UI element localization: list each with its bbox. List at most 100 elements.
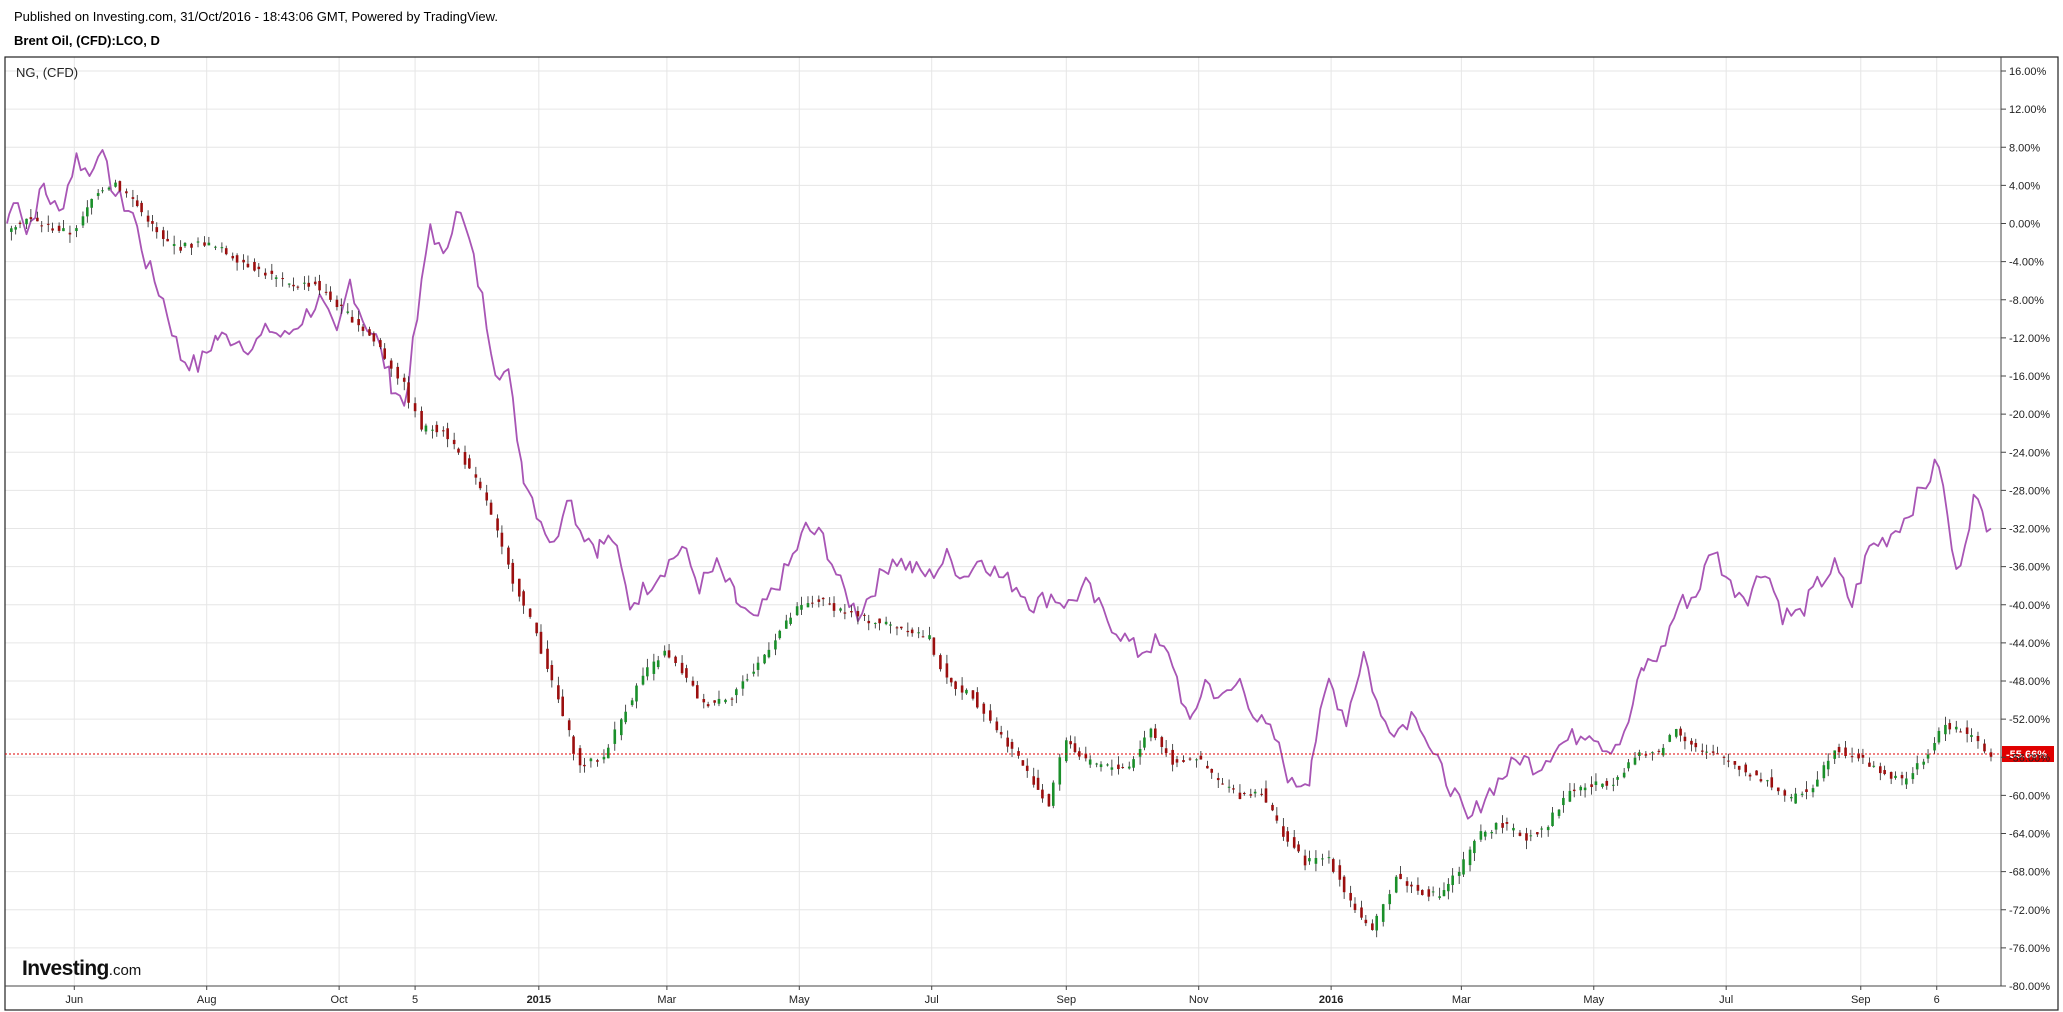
candle-body <box>485 492 489 501</box>
candle-body <box>1078 751 1081 757</box>
candle-body <box>1473 840 1476 854</box>
candle-body <box>939 655 942 670</box>
candle-body <box>1041 789 1044 799</box>
candle-body <box>656 660 660 668</box>
candle-body <box>522 591 525 606</box>
candle-body <box>463 451 467 465</box>
y-tick-label: 12.00% <box>2009 104 2047 116</box>
candle-body <box>999 731 1003 735</box>
candle-body <box>1216 778 1220 781</box>
candle-body <box>910 629 914 634</box>
candle-body <box>832 603 836 611</box>
candle-body <box>1394 876 1398 893</box>
last-price-label: -55.66% <box>2006 749 2047 761</box>
candle-body <box>550 665 554 681</box>
candle-body <box>379 340 382 348</box>
candle-body <box>578 748 582 766</box>
candle-body <box>318 280 321 291</box>
candle-body <box>231 255 235 259</box>
candle-body <box>867 620 871 624</box>
candle-body <box>1271 804 1274 811</box>
candle-body <box>1683 736 1687 742</box>
candle-body <box>1321 858 1324 860</box>
candle-body <box>695 685 699 699</box>
candle-body <box>1594 781 1598 786</box>
candle-body <box>1381 904 1385 922</box>
candle-body <box>1106 764 1109 766</box>
candle-body <box>303 282 306 284</box>
candle-body <box>25 218 28 225</box>
candle-body <box>183 242 187 247</box>
candle-body <box>1622 772 1626 778</box>
candle-body <box>1627 762 1630 769</box>
candle-body <box>1405 881 1409 886</box>
candle-body <box>357 319 360 326</box>
candle-body <box>884 621 888 625</box>
candle-body <box>706 704 710 707</box>
x-tick-label: May <box>1583 994 1604 1006</box>
y-tick-label: -44.00% <box>2009 638 2050 650</box>
candle-body <box>1058 757 1062 785</box>
candle-body <box>1568 790 1572 802</box>
candle-body <box>151 221 154 224</box>
candle-body <box>339 304 343 306</box>
candle-body <box>975 692 979 708</box>
candle-body <box>1883 770 1886 775</box>
candle-body <box>982 703 986 714</box>
candle-body <box>1770 777 1774 788</box>
candle-body <box>674 656 677 663</box>
candle-body <box>1737 765 1741 770</box>
candle-body <box>1766 780 1769 782</box>
investing-logo: Investing.com <box>22 957 141 981</box>
candle-body <box>691 680 695 686</box>
y-tick-label: -64.00% <box>2009 829 2050 841</box>
candle-body <box>1525 833 1528 841</box>
candle-body <box>960 685 964 693</box>
candle-body <box>917 632 920 634</box>
candle-body <box>413 403 417 412</box>
candle-body <box>1483 831 1487 837</box>
candle-body <box>1171 749 1174 765</box>
candle-body <box>1601 783 1604 787</box>
candle-body <box>702 699 706 703</box>
candle-body <box>1833 750 1837 759</box>
candle-body <box>932 637 936 655</box>
candle-body <box>346 311 350 313</box>
candle-body <box>1872 765 1876 767</box>
candle-body <box>1518 832 1522 836</box>
candle-body <box>1948 723 1952 730</box>
candle-body <box>635 685 638 702</box>
candle-body <box>1894 775 1897 778</box>
candle-body <box>1364 919 1368 924</box>
y-tick-label: 16.00% <box>2009 66 2047 78</box>
candle-body <box>1501 823 1504 828</box>
candle-body <box>1868 762 1871 767</box>
candle-body <box>474 474 478 478</box>
candle-body <box>1427 889 1431 897</box>
x-tick-label: Nov <box>1189 994 1209 1006</box>
candle-body <box>1175 759 1179 763</box>
last-price-badge <box>2002 746 2054 763</box>
candle-body <box>1850 756 1854 758</box>
candle-body <box>29 217 33 220</box>
candle-body <box>190 243 193 248</box>
candle-body <box>756 662 760 670</box>
candle-body <box>313 281 317 285</box>
candle-body <box>1989 752 1993 757</box>
candle-body <box>442 430 445 432</box>
candle-body <box>435 424 439 433</box>
candle-body <box>457 448 460 453</box>
candle-body <box>589 758 593 762</box>
y-tick-label: -76.00% <box>2009 943 2050 955</box>
candle-body <box>900 626 903 629</box>
candle-body <box>1121 767 1125 769</box>
candle-body <box>1110 767 1114 770</box>
candle-body <box>1937 730 1941 743</box>
candle-body <box>778 630 782 639</box>
candle-body <box>1088 759 1092 765</box>
candle-body <box>1536 832 1539 835</box>
candle-body <box>1253 791 1257 794</box>
candle-body <box>500 532 504 547</box>
y-tick-label: -28.00% <box>2009 485 2050 497</box>
